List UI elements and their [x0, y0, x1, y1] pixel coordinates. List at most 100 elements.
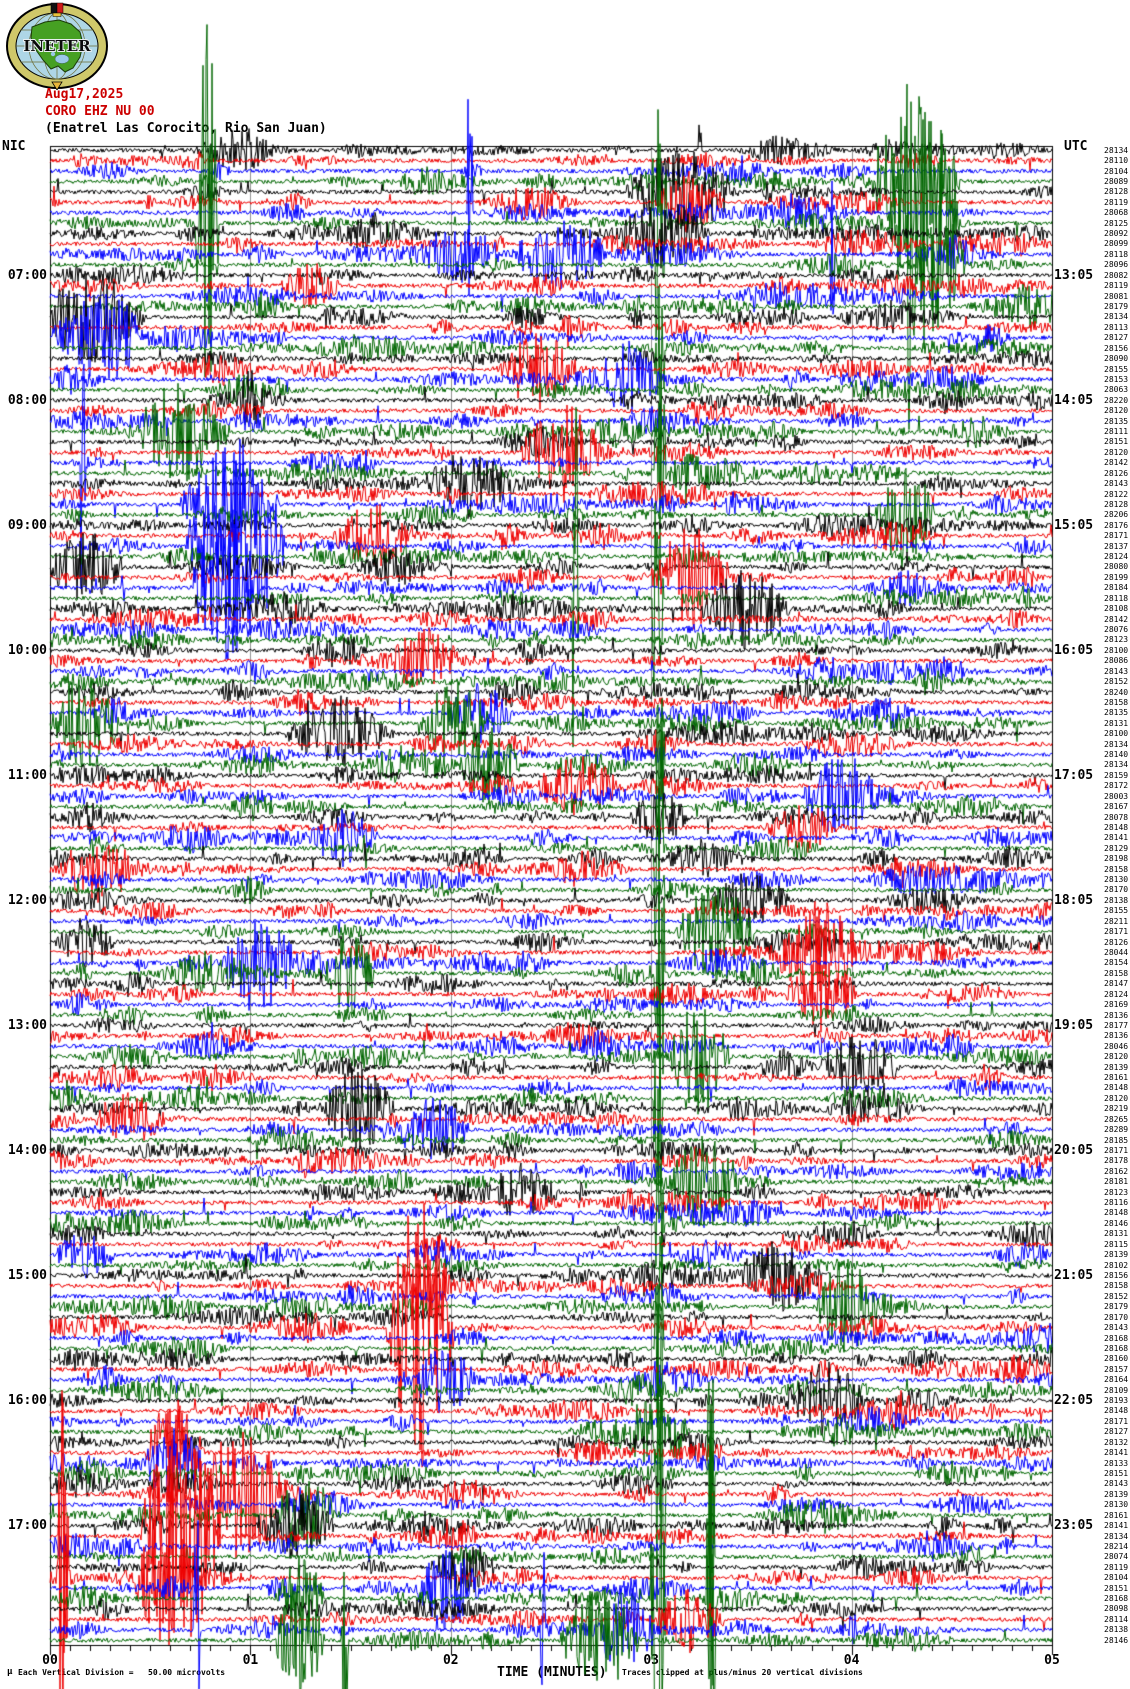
row-value: 28151	[1104, 1468, 1129, 1478]
row-value: 28129	[1104, 843, 1129, 853]
row-value: 28152	[1104, 677, 1129, 687]
ineter-logo: INETER	[6, 2, 108, 90]
row-value: 28118	[1104, 593, 1129, 603]
row-value: 28133	[1104, 1458, 1129, 1468]
row-value: 28171	[1104, 1416, 1129, 1426]
row-value: 28120	[1104, 447, 1129, 457]
row-value: 28100	[1104, 729, 1129, 739]
row-value: 28158	[1104, 864, 1129, 874]
row-value: 28206	[1104, 510, 1129, 520]
utc-hour-label: 18:05	[1054, 892, 1094, 908]
utc-hour-label: 20:05	[1054, 1142, 1094, 1158]
nic-hour-label: 14:00	[7, 1142, 47, 1158]
row-value: 28179	[1104, 1302, 1129, 1312]
nic-hour-label: 08:00	[7, 392, 47, 408]
row-value: 28099	[1104, 239, 1129, 249]
row-value: 28134	[1104, 760, 1129, 770]
row-value: 28143	[1104, 1479, 1129, 1489]
row-value: 28141	[1104, 1521, 1129, 1531]
utc-hour-label: 13:05	[1054, 267, 1094, 283]
nic-hour-label: 10:00	[7, 642, 47, 658]
row-value: 28090	[1104, 354, 1129, 364]
row-value: 28130	[1104, 1500, 1129, 1510]
utc-hour-label: 22:05	[1054, 1393, 1094, 1409]
row-value: 28044	[1104, 948, 1129, 957]
logo-ineter-text: INETER	[23, 37, 91, 55]
row-value: 28125	[1104, 218, 1129, 228]
row-value: 28115	[1104, 1239, 1129, 1249]
row-value: 28128	[1104, 499, 1129, 509]
utc-hour-label: 23:05	[1054, 1518, 1094, 1534]
row-value: 28148	[1104, 1406, 1129, 1416]
row-value: 28132	[1104, 1437, 1129, 1447]
utc-hour-label: 16:05	[1054, 642, 1094, 658]
row-value: 28171	[1104, 531, 1129, 541]
row-value: 28123	[1104, 1187, 1129, 1197]
row-value: 28076	[1104, 625, 1129, 634]
scale-note: Each Vertical Division = 50.00 microvolt…	[18, 1668, 226, 1677]
row-value: 28160	[1104, 1354, 1129, 1364]
row-value: 28123	[1104, 635, 1129, 645]
row-value: 28169	[1104, 1000, 1129, 1010]
row-value: 28120	[1104, 1052, 1129, 1062]
row-value: 28074	[1104, 1552, 1129, 1562]
row-value: 28148	[1104, 1208, 1129, 1218]
row-value: 28146	[1104, 1218, 1129, 1228]
row-value: 28092	[1104, 229, 1129, 239]
row-value: 28178	[1104, 1156, 1129, 1166]
utc-hour-label: 17:05	[1054, 767, 1094, 783]
row-value: 28265	[1104, 1114, 1129, 1124]
row-value: 28158	[1104, 1281, 1129, 1291]
row-value: 28199	[1104, 572, 1129, 582]
row-value: 28126	[1104, 937, 1129, 947]
x-minute-label: 00	[42, 1653, 58, 1668]
x-minute-label: 03	[643, 1653, 660, 1668]
row-value: 28158	[1104, 968, 1129, 978]
x-minute-label: 02	[442, 1653, 459, 1668]
row-value: 28152	[1104, 1291, 1129, 1301]
row-value: 28110	[1104, 156, 1129, 166]
row-value: 28151	[1104, 437, 1129, 447]
header-station-code: CORO EHZ NU 00	[45, 104, 155, 119]
row-value: 28108	[1104, 604, 1129, 614]
row-value: 28104	[1104, 1573, 1129, 1583]
row-value: 28148	[1104, 1083, 1129, 1093]
row-value: 28127	[1104, 1427, 1129, 1437]
row-value: 28193	[1104, 1396, 1129, 1406]
row-value: 28119	[1104, 1562, 1129, 1572]
row-value: 28063	[1104, 385, 1129, 395]
row-value: 28158	[1104, 697, 1129, 707]
row-value: 28142	[1104, 458, 1129, 468]
row-value: 28157	[1104, 1364, 1129, 1374]
row-value: 28119	[1104, 281, 1129, 291]
row-value: 28168	[1104, 1594, 1129, 1604]
row-value: 28126	[1104, 468, 1129, 478]
row-value: 28003	[1104, 791, 1129, 801]
utc-hour-label: 15:05	[1054, 517, 1094, 533]
row-value: 28171	[1104, 927, 1129, 937]
left-timezone-label: NIC	[2, 139, 26, 154]
row-value: 28211	[1104, 916, 1129, 926]
nic-hour-label: 13:00	[7, 1017, 47, 1033]
row-value: 28111	[1104, 427, 1129, 437]
row-value: 28162	[1104, 1166, 1129, 1176]
row-value: 28185	[1104, 1135, 1129, 1145]
row-value: 28140	[1104, 750, 1129, 760]
row-value: 28179	[1104, 301, 1129, 311]
row-value: 28120	[1104, 1093, 1129, 1103]
row-value: 28127	[1104, 333, 1129, 343]
row-value: 28124	[1104, 552, 1129, 562]
row-value: 28124	[1104, 989, 1129, 999]
row-value: 28167	[1104, 802, 1129, 812]
row-value: 28138	[1104, 895, 1129, 905]
row-value: 28168	[1104, 1333, 1129, 1343]
row-value: 28118	[1104, 249, 1129, 259]
row-value: 28135	[1104, 708, 1129, 718]
row-value: 28177	[1104, 1020, 1129, 1030]
row-value: 28137	[1104, 541, 1129, 551]
row-value: 28134	[1104, 1531, 1129, 1541]
row-value: 28139	[1104, 1062, 1129, 1072]
row-value: 28131	[1104, 1229, 1129, 1239]
row-value: 28240	[1104, 687, 1129, 697]
